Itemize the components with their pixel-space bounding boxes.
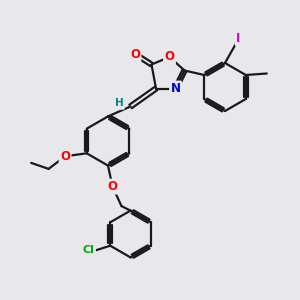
Text: N: N [170,82,181,95]
Text: O: O [107,180,118,193]
Text: O: O [60,150,70,163]
Text: H: H [115,98,124,109]
Text: Cl: Cl [83,245,94,255]
Text: O: O [164,50,175,64]
Text: I: I [236,32,241,45]
Text: O: O [130,47,140,61]
